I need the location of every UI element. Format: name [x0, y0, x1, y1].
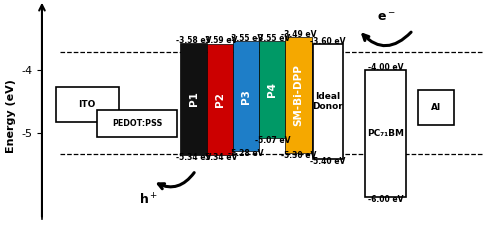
- Text: -3.55 eV: -3.55 eV: [228, 34, 264, 43]
- Bar: [56, 87, 119, 122]
- Text: SM-Bi-DPP: SM-Bi-DPP: [294, 64, 304, 126]
- Bar: [206, 43, 233, 155]
- Text: h$^+$: h$^+$: [138, 193, 158, 208]
- Text: -3.60 eV: -3.60 eV: [310, 37, 346, 46]
- Text: PC₇₁BM: PC₇₁BM: [368, 129, 405, 138]
- Text: -5.40 eV: -5.40 eV: [310, 157, 346, 166]
- Text: -5.34 eV: -5.34 eV: [176, 153, 211, 162]
- Text: P2: P2: [215, 92, 225, 107]
- Bar: [259, 41, 285, 138]
- Text: -4.00 eV: -4.00 eV: [368, 63, 404, 72]
- Bar: [233, 41, 259, 151]
- Text: -3.49 eV: -3.49 eV: [281, 30, 316, 39]
- Text: P1: P1: [188, 92, 198, 106]
- Text: P4: P4: [268, 82, 278, 97]
- Text: e$^-$: e$^-$: [378, 11, 396, 24]
- Text: Ideal
Donor: Ideal Donor: [312, 92, 344, 111]
- Text: P3: P3: [241, 89, 251, 104]
- Bar: [98, 110, 176, 137]
- Bar: [180, 43, 206, 155]
- Bar: [418, 90, 454, 125]
- Text: -5.34 eV: -5.34 eV: [202, 153, 237, 162]
- Bar: [286, 37, 312, 153]
- Text: -5.30 eV: -5.30 eV: [281, 151, 316, 160]
- Bar: [313, 44, 342, 159]
- Text: ITO: ITO: [78, 100, 96, 109]
- Y-axis label: Energy (eV): Energy (eV): [6, 79, 16, 153]
- Text: -3.55 eV: -3.55 eV: [254, 34, 290, 43]
- Text: Al: Al: [430, 104, 440, 112]
- Bar: [366, 70, 406, 197]
- Text: -5.07 eV: -5.07 eV: [254, 136, 290, 145]
- Text: -3.59 eV: -3.59 eV: [202, 36, 237, 45]
- Text: -3.58 eV: -3.58 eV: [176, 36, 212, 45]
- Text: PEDOT:PSS: PEDOT:PSS: [112, 119, 162, 128]
- Text: -6.00 eV: -6.00 eV: [368, 195, 404, 204]
- Text: -5.28 eV: -5.28 eV: [228, 149, 264, 158]
